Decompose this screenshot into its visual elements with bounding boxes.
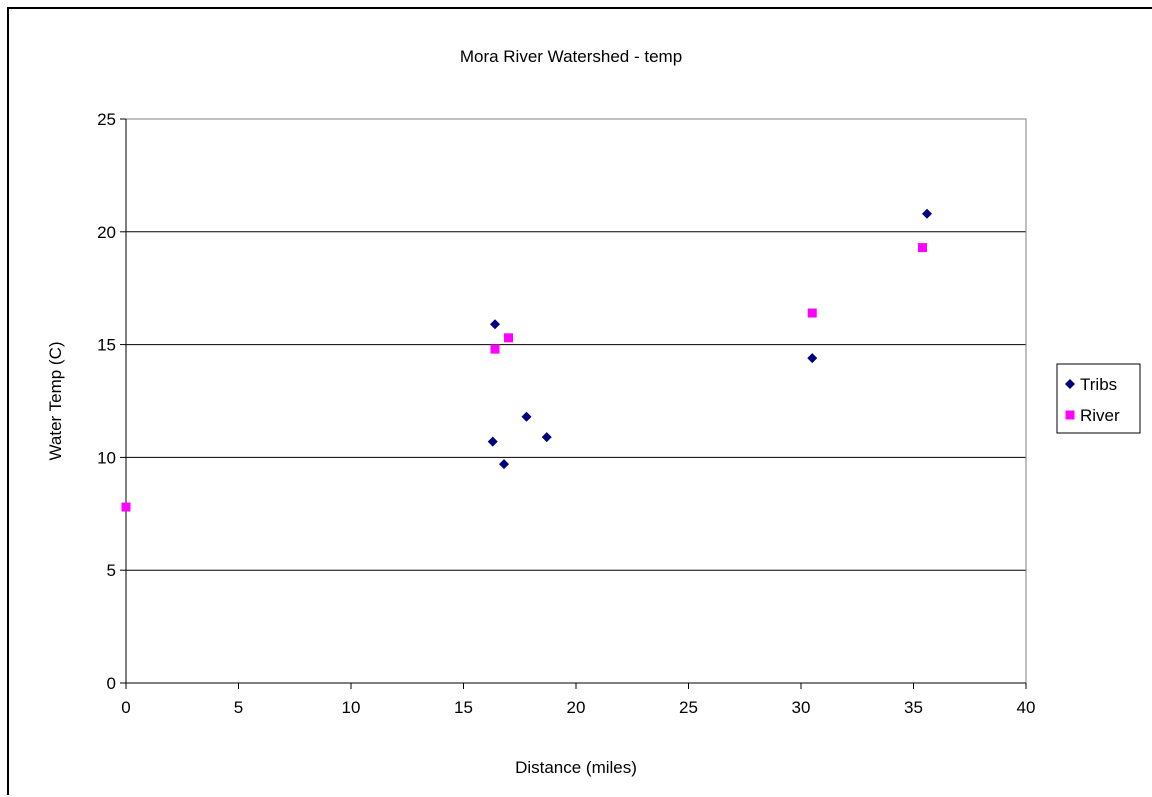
axes — [125, 119, 1026, 684]
data-point-tribs — [521, 411, 532, 422]
data-point-tribs — [487, 436, 498, 447]
series-tribs — [487, 208, 932, 470]
data-point-river — [807, 308, 817, 318]
data-point-tribs — [490, 319, 500, 330]
data-point-river — [504, 333, 513, 343]
x-tick-label: 25 — [679, 698, 698, 717]
y-tick-label: 25 — [97, 110, 116, 129]
x-tick-label: 15 — [454, 698, 473, 717]
y-axis-ticks: 0 5 10 15 20 25 — [97, 110, 126, 693]
data-point-river — [918, 243, 927, 253]
series-river — [121, 243, 927, 512]
x-tick-label: 20 — [567, 698, 586, 717]
x-tick-label: 35 — [904, 698, 923, 717]
y-tick-label: 20 — [97, 223, 116, 242]
x-tick-label: 30 — [792, 698, 811, 717]
data-point-tribs — [499, 459, 509, 470]
chart-title: Mora River Watershed - temp — [460, 47, 682, 66]
gridlines — [126, 118, 1026, 571]
y-axis-label: Water Temp (C) — [46, 341, 65, 460]
y-tick-label: 10 — [97, 448, 116, 467]
x-axis-label: Distance (miles) — [515, 758, 637, 777]
legend-box — [1056, 363, 1141, 434]
data-points — [121, 208, 932, 512]
y-tick-label: 0 — [107, 674, 116, 693]
scatter-chart: Mora River Watershed - temp 0 5 10 15 20 25 30… — [46, 47, 1141, 777]
x-tick-label: 10 — [342, 698, 361, 717]
chart-frame: Mora River Watershed - temp 0 5 10 15 20 25 30… — [7, 7, 1152, 795]
data-point-tribs — [922, 208, 932, 219]
legend-label: River — [1080, 406, 1120, 425]
data-point-river — [121, 502, 131, 512]
plot-area — [125, 118, 1027, 684]
legend-item-river: River — [1065, 406, 1120, 425]
data-point-river — [490, 344, 500, 354]
y-tick-label: 5 — [107, 561, 116, 580]
tribs-legend-marker — [1065, 379, 1075, 389]
data-point-tribs — [541, 432, 552, 443]
y-tick-label: 15 — [97, 336, 116, 355]
legend: Tribs River — [1056, 363, 1141, 434]
river-legend-marker — [1065, 410, 1075, 420]
data-point-tribs — [807, 353, 818, 364]
x-tick-label: 0 — [121, 698, 130, 717]
legend-item-tribs: Tribs — [1065, 375, 1117, 394]
legend-label: Tribs — [1080, 375, 1117, 394]
x-axis-ticks: 0 5 10 15 20 25 30 35 40 — [121, 683, 1035, 717]
x-tick-label: 40 — [1017, 698, 1036, 717]
x-tick-label: 5 — [234, 698, 243, 717]
